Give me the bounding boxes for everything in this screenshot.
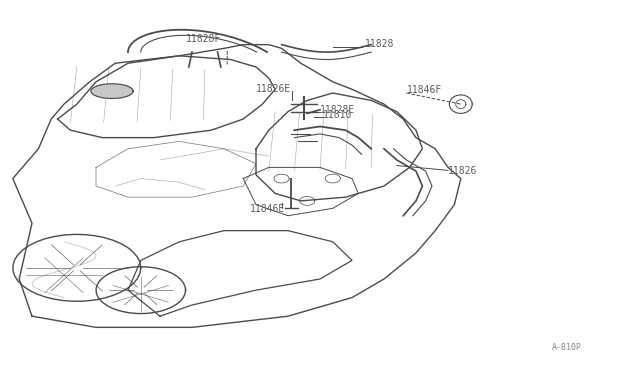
Polygon shape	[91, 84, 133, 99]
Text: 11828F: 11828F	[186, 34, 221, 44]
Text: 11846E: 11846E	[250, 205, 285, 214]
Text: 11828: 11828	[365, 39, 394, 49]
Text: A-810P: A-810P	[552, 343, 581, 352]
Text: 11810: 11810	[323, 110, 353, 120]
Text: 11826E: 11826E	[256, 84, 291, 93]
Text: 11846F: 11846F	[406, 85, 442, 95]
Text: 11828E: 11828E	[320, 105, 355, 115]
Text: 11826: 11826	[448, 166, 477, 176]
